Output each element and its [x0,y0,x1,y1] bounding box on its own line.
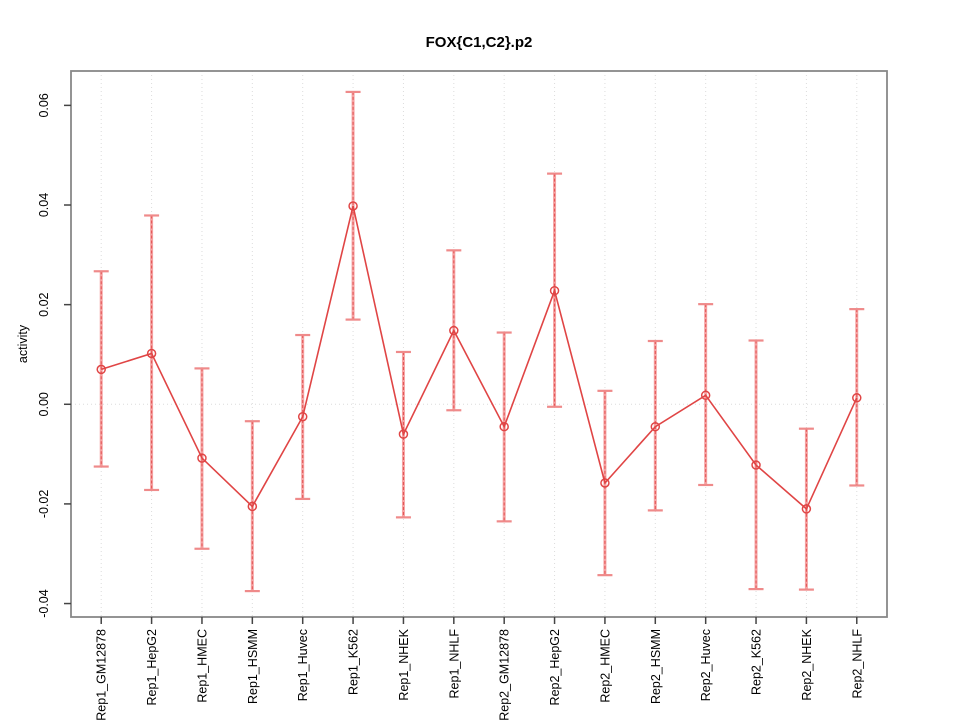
data-point-marker [449,325,459,336]
x-tick-label: Rep2_Huvec [699,629,713,701]
x-tick-label: Rep2_GM12878 [498,629,512,720]
data-point-marker [549,285,560,296]
x-tick-label: Rep1_HSMM [246,629,260,704]
y-tick-label: -0.02 [37,490,51,519]
x-tick-label: Rep1_NHEK [397,628,411,700]
x-tick-label: Rep2_HSMM [649,629,663,704]
x-tick-label: Rep1_K562 [347,629,361,695]
y-tick-label: 0.04 [37,193,51,217]
x-tick-label: Rep1_NHLF [447,629,461,699]
x-tick-label: Rep2_NHEK [800,628,814,700]
x-tick-label: Rep1_HMEC [195,629,209,703]
y-tick-label: -0.04 [37,589,51,618]
x-tick-label: Rep1_HepG2 [145,629,159,705]
data-point-marker [852,393,862,403]
plot-area: -0.04 -0.02 0.00 0.02 0.04 0.06 Rep1_GM12878 Re… [37,70,888,720]
plot-frame [70,70,888,618]
data-point-marker [650,421,661,432]
y-tick-label: 0.06 [37,93,51,117]
data-point-marker [146,348,157,359]
x-tick-label: Rep1_GM12878 [95,629,109,720]
data-point-marker [751,460,761,470]
data-point-marker [499,421,509,432]
x-tick-label: Rep2_HepG2 [548,629,562,705]
chart-title: FOX{C1,C2}.p2 [426,34,533,51]
data-point-marker [398,429,409,439]
data-point-marker [247,501,258,512]
data-point-marker [297,411,308,422]
series-line [100,205,858,511]
y-axis-label: activity [16,324,30,363]
data-point-marker [96,364,106,375]
x-tick-label: Rep1_Huvec [296,629,310,701]
data-point-marker [348,201,358,211]
data-point-marker [197,453,207,463]
y-tick-label: 0.00 [37,392,51,416]
x-tick-label: Rep2_HMEC [598,629,612,703]
x-tick-label: Rep2_NHLF [850,629,864,699]
data-point-marker [801,504,812,514]
x-tick-label: Rep2_K562 [750,629,764,695]
data-point-marker [600,478,610,488]
data-point-marker [700,390,711,401]
y-tick-label: 0.02 [37,292,51,316]
